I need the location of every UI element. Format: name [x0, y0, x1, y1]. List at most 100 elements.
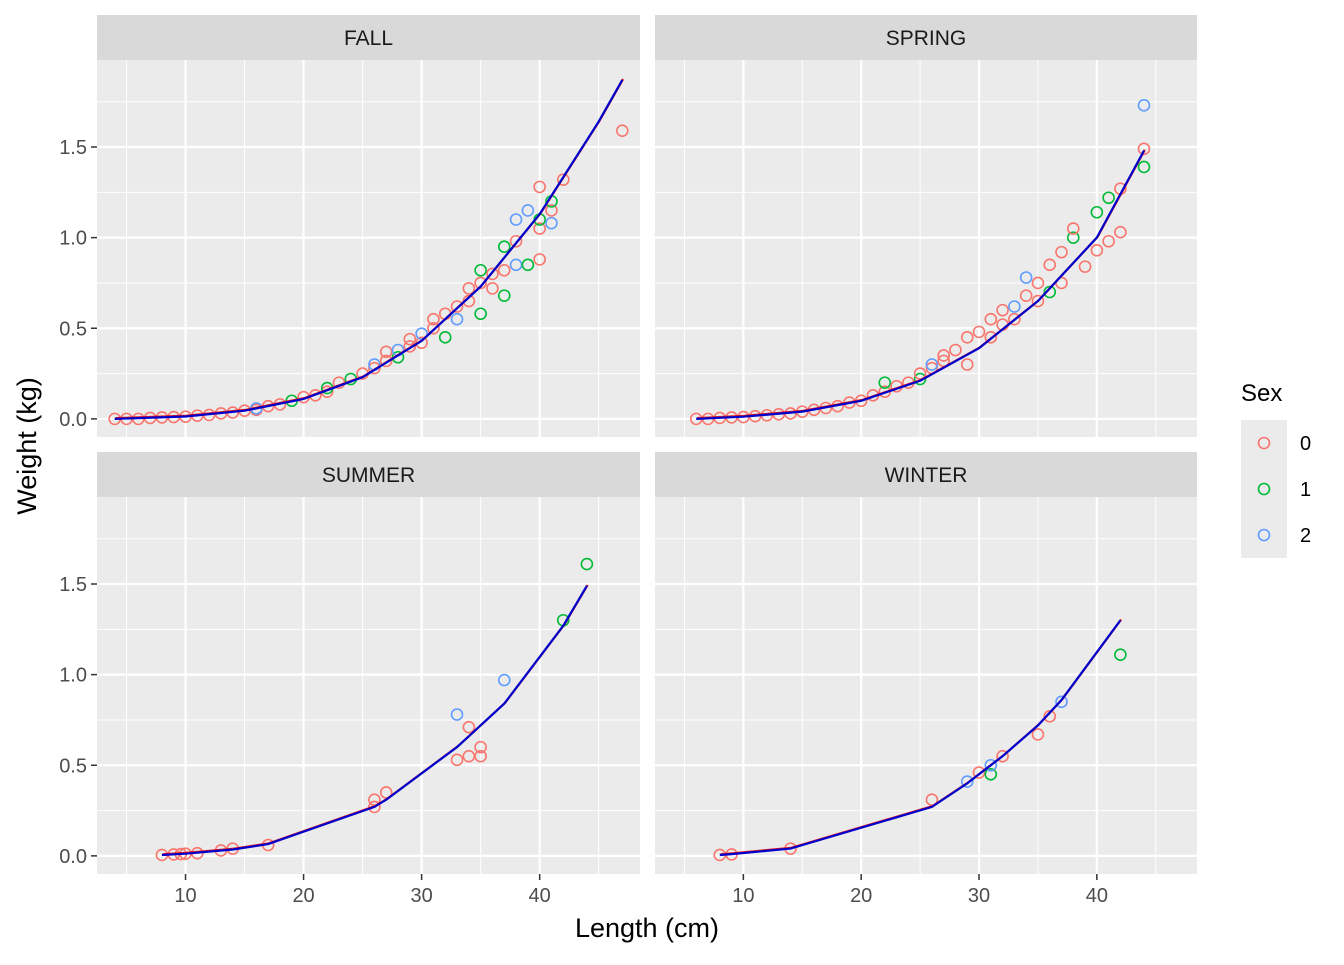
- legend: Sex 0 1 2: [1241, 380, 1311, 558]
- y-tick-label: 0.0: [59, 409, 87, 431]
- x-tick-label: 30: [968, 885, 990, 907]
- data-point-sex-0: [1078, 260, 1092, 273]
- facet-strip: [97, 452, 640, 497]
- data-point-sex-2: [521, 204, 535, 217]
- facet-panel-winter: WINTER 10 20 30 40: [655, 452, 1197, 907]
- data-point-sex-0: [1043, 258, 1057, 272]
- facet-panel-spring: SPRING: [655, 15, 1197, 437]
- data-point-sex-2: [1019, 271, 1033, 284]
- data-point-sex-0: [996, 749, 1009, 763]
- fit-line-blue: [696, 150, 1145, 420]
- data-point-sex-2: [1137, 99, 1151, 112]
- data-point-sex-0: [497, 263, 511, 277]
- fit-line-blue: [161, 585, 588, 857]
- data-point-sex-1: [497, 289, 511, 302]
- data-point-sex-1: [521, 258, 535, 272]
- data-point-sex-2: [925, 358, 939, 371]
- data-point-sex-1: [1090, 205, 1104, 219]
- data-point-sex-2: [497, 673, 511, 687]
- data-point-sex-0: [1114, 225, 1127, 239]
- data-point-sex-2: [415, 327, 428, 340]
- data-point-sex-1: [1137, 160, 1151, 174]
- data-point-sex-0: [1066, 222, 1080, 235]
- data-point-sex-2: [960, 775, 974, 788]
- facet-panel-fall: FALL 0.0 0.5 1.0 1.5: [59, 15, 640, 437]
- data-point-sex-0: [427, 321, 440, 335]
- legend-key-background: [1241, 420, 1287, 466]
- data-point-sex-1: [580, 557, 594, 571]
- fit-line-blue: [114, 79, 624, 420]
- data-point-sex-0: [984, 331, 998, 344]
- facet-strip-label: SUMMER: [322, 464, 415, 487]
- legend-key-0: [1257, 436, 1271, 450]
- x-tick-label: 40: [1086, 885, 1108, 907]
- data-point-sex-0: [984, 312, 998, 326]
- legend-key-background: [1241, 512, 1287, 558]
- data-point-sex-0: [427, 312, 440, 326]
- data-point-sex-0: [403, 332, 417, 346]
- y-tick-label: 0.0: [59, 846, 87, 868]
- data-point-sex-0: [368, 361, 381, 375]
- data-point-sex-0: [913, 367, 927, 380]
- data-point-sex-0: [1019, 289, 1033, 302]
- data-point-sex-0: [533, 180, 546, 194]
- data-point-sex-0: [960, 331, 974, 344]
- data-point-sex-0: [972, 325, 986, 339]
- data-point-sex-0: [450, 753, 464, 767]
- legend-key-background: [1241, 466, 1287, 512]
- data-point-sex-1: [1066, 231, 1080, 244]
- data-point-sex-1: [1043, 285, 1057, 299]
- y-tick-label: 1.0: [59, 228, 87, 250]
- facet-strip: [655, 452, 1197, 497]
- y-tick-label: 1.5: [59, 137, 87, 159]
- data-point-sex-0: [379, 354, 393, 368]
- legend-title: Sex: [1241, 380, 1282, 407]
- legend-key-2: [1257, 528, 1271, 542]
- data-point-sex-2: [450, 708, 464, 721]
- data-point-sex-0: [379, 786, 393, 799]
- data-point-sex-0: [403, 340, 417, 353]
- data-point-sex-2: [450, 312, 464, 326]
- data-point-sex-0: [368, 800, 381, 814]
- data-point-sex-0: [1008, 312, 1021, 326]
- legend-label-2: 2: [1300, 525, 1311, 547]
- legend-key-1: [1257, 482, 1271, 496]
- y-tick-label: 0.5: [59, 318, 87, 340]
- legend-label-0: 0: [1300, 433, 1311, 455]
- data-point-sex-0: [545, 204, 558, 217]
- data-point-sex-2: [509, 213, 523, 226]
- facet-strip-label: SPRING: [886, 27, 967, 50]
- data-point-sex-2: [509, 258, 523, 272]
- data-point-sex-0: [996, 303, 1009, 317]
- x-tick-label: 30: [410, 885, 432, 907]
- data-point-sex-0: [1031, 294, 1045, 308]
- data-point-sex-2: [1008, 300, 1021, 313]
- facet-strip-label: WINTER: [885, 464, 968, 487]
- data-point-sex-0: [509, 234, 523, 248]
- panel-background: [97, 60, 640, 437]
- data-point-sex-0: [1090, 244, 1104, 257]
- data-point-sex-0: [462, 749, 476, 763]
- data-point-sex-0: [462, 720, 476, 734]
- data-point-sex-0: [474, 276, 487, 290]
- legend-label-1: 1: [1300, 479, 1311, 501]
- x-tick-label: 20: [292, 885, 314, 907]
- data-point-sex-0: [1043, 710, 1057, 723]
- data-point-sex-0: [972, 766, 986, 779]
- data-point-sex-1: [474, 263, 487, 277]
- data-point-sex-1: [1102, 191, 1115, 205]
- y-tick-label: 0.5: [59, 755, 87, 777]
- data-point-sex-0: [1102, 234, 1115, 248]
- data-point-sex-1: [474, 307, 487, 321]
- data-point-sex-1: [1114, 648, 1127, 661]
- facet-strip: [97, 15, 640, 60]
- facet-strip: [655, 15, 1197, 60]
- facet-strip-label: FALL: [344, 27, 393, 50]
- data-point-sex-2: [1055, 695, 1068, 709]
- data-point-sex-0: [1055, 245, 1068, 259]
- x-tick-label: 10: [732, 885, 754, 907]
- data-point-sex-0: [1031, 276, 1045, 290]
- data-point-sex-0: [462, 282, 476, 295]
